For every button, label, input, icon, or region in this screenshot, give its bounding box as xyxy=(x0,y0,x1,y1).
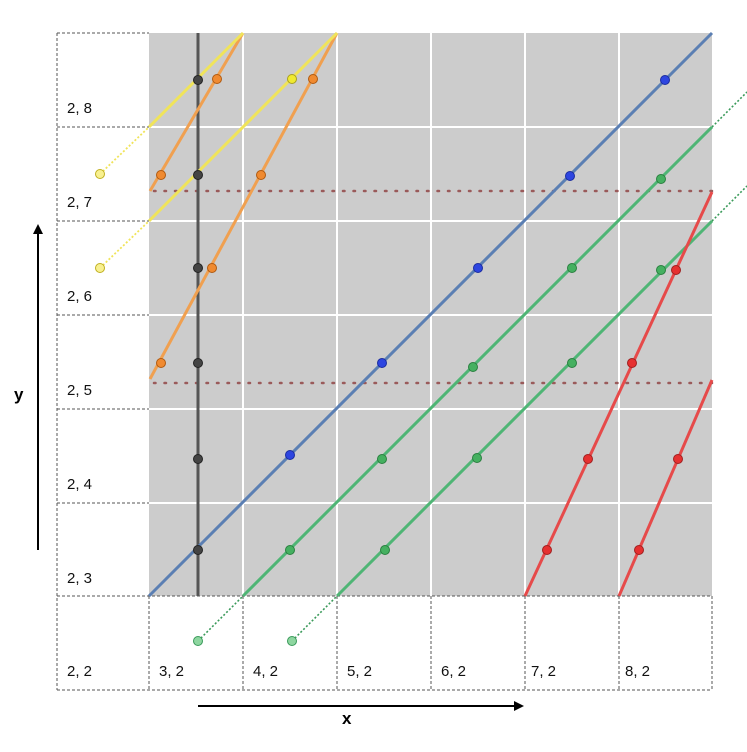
point xyxy=(673,454,683,464)
point xyxy=(542,545,552,555)
row-label-2-8: 2, 8 xyxy=(67,100,92,117)
green-line-1-dotted-ext xyxy=(197,595,244,642)
points-blue xyxy=(285,75,670,460)
point xyxy=(193,75,203,85)
green-line-1 xyxy=(241,125,714,598)
dashed-cell-borders xyxy=(56,32,713,691)
point xyxy=(193,170,203,180)
point xyxy=(671,265,681,275)
point xyxy=(660,75,670,85)
col-label-8-2: 8, 2 xyxy=(625,663,650,680)
red-line-2 xyxy=(617,379,714,597)
col-label-6-2: 6, 2 xyxy=(441,663,466,680)
points-green-light xyxy=(193,636,297,646)
point xyxy=(95,169,105,179)
orange-line-1 xyxy=(148,32,245,192)
point xyxy=(156,358,166,368)
point xyxy=(567,358,577,368)
point xyxy=(473,263,483,273)
green-line-2-dotted-ext xyxy=(291,595,338,642)
point xyxy=(193,263,203,273)
row-label-2-5: 2, 5 xyxy=(67,382,92,399)
points-black xyxy=(193,75,203,555)
point xyxy=(308,74,318,84)
point xyxy=(380,545,390,555)
green-line-2-dotted-top xyxy=(711,185,747,222)
points-yellow xyxy=(287,74,297,84)
point xyxy=(212,74,222,84)
row-label-2-2: 2, 2 xyxy=(67,663,92,680)
yellow-line-2 xyxy=(147,31,339,223)
point xyxy=(193,636,203,646)
points-orange xyxy=(156,74,318,368)
red-line-1 xyxy=(523,191,714,597)
row-label-2-4: 2, 4 xyxy=(67,476,92,493)
point xyxy=(95,263,105,273)
blue-line xyxy=(147,31,714,598)
x-axis-label: x xyxy=(342,709,352,728)
green-line-1-dotted-top xyxy=(711,91,747,128)
col-label-3-2: 3, 2 xyxy=(159,663,184,680)
point xyxy=(193,545,203,555)
point xyxy=(193,454,203,464)
points-red xyxy=(542,265,683,555)
points-yellow-light xyxy=(95,169,105,273)
point xyxy=(193,358,203,368)
col-label-7-2: 7, 2 xyxy=(531,663,556,680)
column-labels: 3, 2 4, 2 5, 2 6, 2 7, 2 8, 2 xyxy=(159,663,650,680)
y-axis-label: y xyxy=(14,385,24,404)
row-label-2-7: 2, 7 xyxy=(67,194,92,211)
point xyxy=(656,265,666,275)
green-line-2 xyxy=(335,219,714,598)
col-label-5-2: 5, 2 xyxy=(347,663,372,680)
row-labels: 2, 8 2, 7 2, 6 2, 5 2, 4 2, 3 2, 2 xyxy=(67,100,92,680)
yellow-dotted-ext-1 xyxy=(99,126,150,175)
col-label-4-2: 4, 2 xyxy=(253,663,278,680)
row-label-2-3: 2, 3 xyxy=(67,570,92,587)
point xyxy=(377,454,387,464)
point xyxy=(207,263,217,273)
point xyxy=(285,450,295,460)
point xyxy=(377,358,387,368)
point xyxy=(285,545,295,555)
point xyxy=(156,170,166,180)
point xyxy=(565,171,575,181)
orange-line-2 xyxy=(148,32,339,380)
point xyxy=(472,453,482,463)
point xyxy=(627,358,637,368)
point xyxy=(634,545,644,555)
point xyxy=(287,636,297,646)
point xyxy=(468,362,478,372)
point xyxy=(656,174,666,184)
point xyxy=(583,454,593,464)
point xyxy=(287,74,297,84)
point xyxy=(567,263,577,273)
row-label-2-6: 2, 6 xyxy=(67,288,92,305)
yellow-dotted-ext-2 xyxy=(99,220,150,269)
point xyxy=(256,170,266,180)
points-green xyxy=(285,174,666,555)
